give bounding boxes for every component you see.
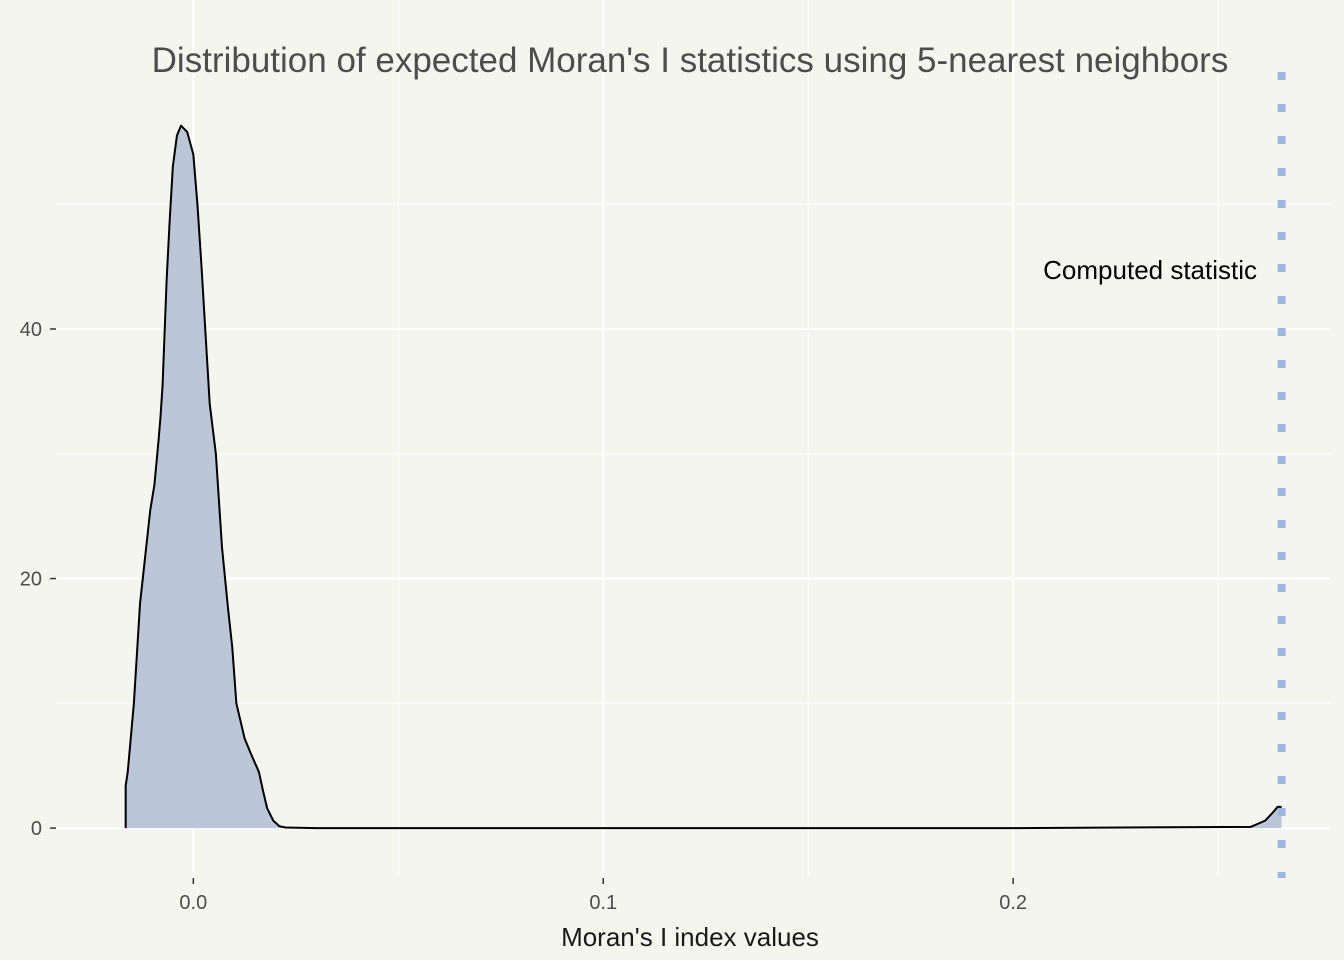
x-tick-label: 0.1 <box>589 892 617 914</box>
x-tick-label: 0.2 <box>999 892 1027 914</box>
chart-title: Distribution of expected Moran's I stati… <box>152 41 1229 80</box>
density-area <box>125 125 1282 829</box>
y-tick-label: 40 <box>20 319 42 341</box>
density-series <box>124 124 1282 830</box>
annotations: Computed statistic <box>1043 255 1257 285</box>
axis-ticks <box>50 328 1014 884</box>
minor-gridlines <box>56 0 1330 878</box>
x-axis-label: Moran's I index values <box>561 922 819 952</box>
y-tick-label: 0 <box>31 818 42 840</box>
density-curve <box>124 124 1282 830</box>
tick-labels: 0.0 0.1 0.2 0 20 40 <box>20 319 1027 914</box>
y-tick-label: 20 <box>20 569 42 591</box>
x-tick-label: 0.0 <box>179 892 207 914</box>
computed-statistic-label: Computed statistic <box>1043 255 1257 285</box>
